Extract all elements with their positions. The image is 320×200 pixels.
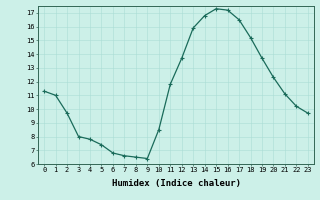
- X-axis label: Humidex (Indice chaleur): Humidex (Indice chaleur): [111, 179, 241, 188]
